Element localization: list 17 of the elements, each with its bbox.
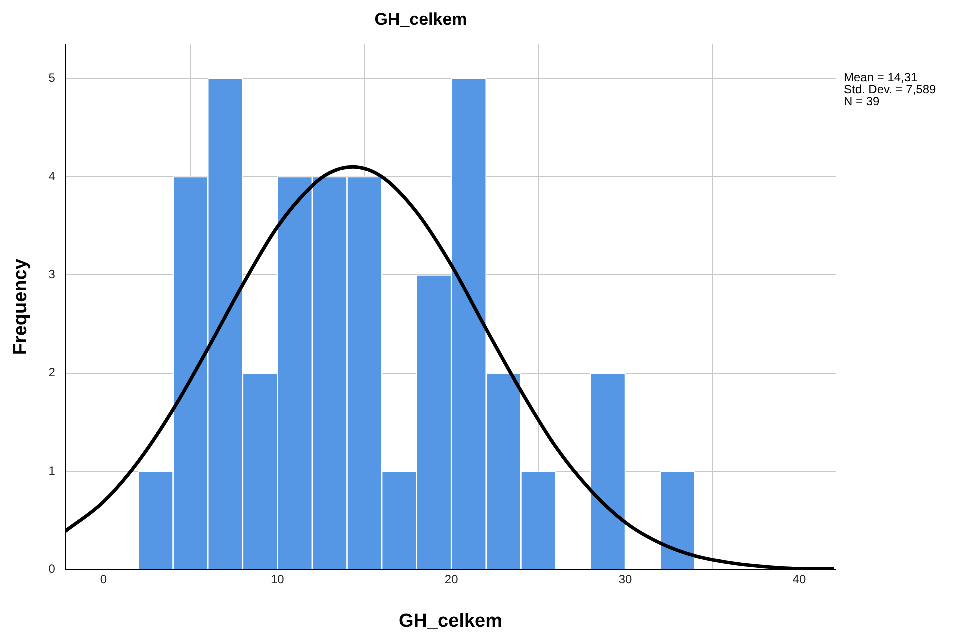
y-tick-label: 3 [48, 267, 56, 282]
y-tick-label: 2 [48, 366, 56, 380]
text: N = 39 [844, 94, 880, 109]
y-tick-label: 0 [48, 562, 56, 576]
x-tick-label: 40 [792, 572, 806, 586]
y-axis-title: Frequency [10, 258, 32, 356]
x-tick-label: 0 [100, 572, 108, 586]
text: Std. Dev. = 7,589 [844, 82, 936, 97]
x-tick-label: 10 [270, 572, 285, 586]
text: Mean = 14,31 [844, 70, 918, 85]
y-tick-label: 5 [48, 71, 56, 86]
x-tick-label: 20 [444, 572, 459, 586]
x-axis-title: GH_celkem [398, 610, 502, 632]
y-tick-label: 4 [48, 169, 56, 184]
chart-title: GH_celkem [374, 10, 468, 29]
x-tick-label: 30 [618, 572, 633, 586]
y-tick-label: 1 [48, 464, 56, 478]
